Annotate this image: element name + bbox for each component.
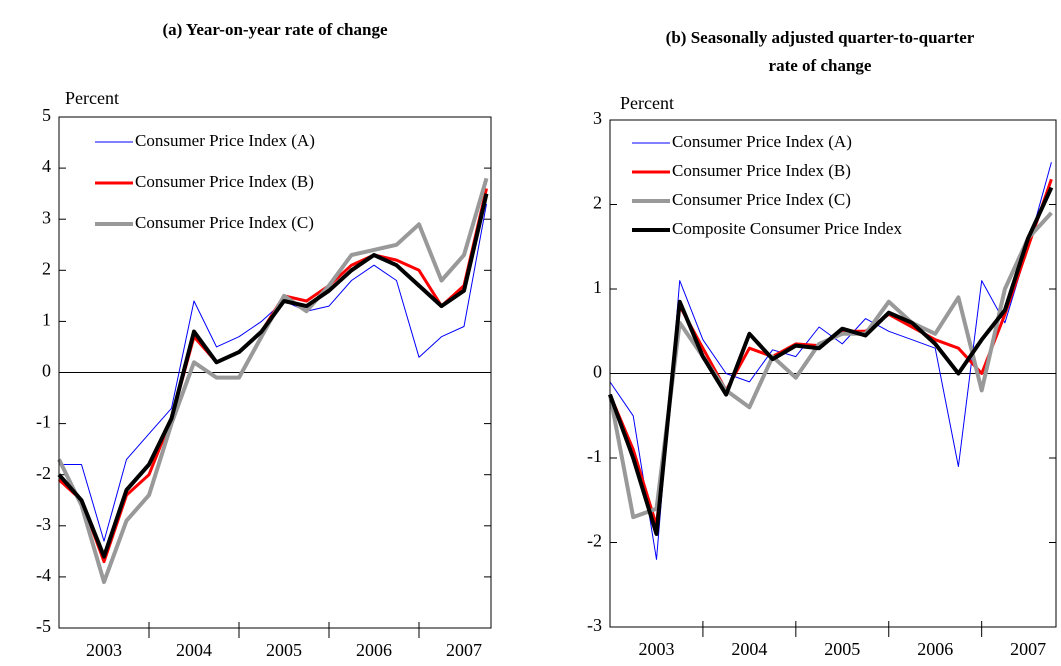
- y-tick-label: 3: [593, 108, 602, 128]
- x-tick-label: 2004: [176, 640, 212, 660]
- y-tick-label: 5: [42, 105, 51, 125]
- x-tick-label: 2006: [356, 640, 392, 660]
- legend-label: Consumer Price Index (A): [135, 131, 315, 150]
- y-tick-label: 3: [42, 207, 51, 227]
- chart-title: (b) Seasonally adjusted quarter-to-quart…: [665, 28, 975, 75]
- y-tick-label: -3: [587, 615, 602, 635]
- y-tick-label: -1: [36, 412, 51, 432]
- legend-label: Consumer Price Index (C): [672, 190, 851, 209]
- plot-frame: [609, 119, 1057, 628]
- plot-frame: [58, 116, 492, 629]
- legend-label: Consumer Price Index (C): [135, 213, 314, 232]
- y-tick-label: 1: [42, 310, 51, 330]
- y-tick-label: 4: [42, 156, 51, 176]
- line-series: [57, 177, 489, 584]
- y-tick-label: -5: [36, 616, 51, 636]
- y-tick-label: -1: [587, 446, 602, 466]
- y-axis-label: Percent: [65, 88, 119, 108]
- line-series: [57, 193, 489, 559]
- y-tick-label: 2: [42, 258, 51, 278]
- x-tick-label: 2007: [1010, 639, 1046, 659]
- x-tick-label: 2006: [917, 639, 953, 659]
- legend-label: Consumer Price Index (B): [672, 161, 851, 180]
- legend-label: Consumer Price Index (A): [672, 132, 852, 151]
- x-tick-label: 2005: [266, 640, 302, 660]
- y-tick-label: 0: [593, 362, 602, 382]
- y-axis-label: Percent: [620, 93, 674, 113]
- y-tick-label: 1: [593, 277, 602, 297]
- legend-label: Consumer Price Index (B): [135, 172, 314, 191]
- y-tick-label: -3: [36, 514, 51, 534]
- x-tick-label: 2005: [824, 639, 860, 659]
- legend-label: Composite Consumer Price Index: [672, 219, 902, 238]
- x-tick-label: 2007: [446, 640, 482, 660]
- line-series: [609, 162, 1052, 560]
- x-tick-label: 2003: [86, 640, 122, 660]
- y-tick-label: 0: [42, 361, 51, 381]
- y-tick-label: -2: [36, 463, 51, 483]
- chart-title: (a) Year-on-year rate of change: [162, 20, 388, 39]
- line-series: [608, 186, 1054, 536]
- y-tick-label: 2: [593, 193, 602, 213]
- y-tick-label: -2: [587, 531, 602, 551]
- y-tick-label: -4: [36, 565, 51, 585]
- x-tick-label: 2004: [731, 639, 767, 659]
- x-tick-label: 2003: [638, 639, 674, 659]
